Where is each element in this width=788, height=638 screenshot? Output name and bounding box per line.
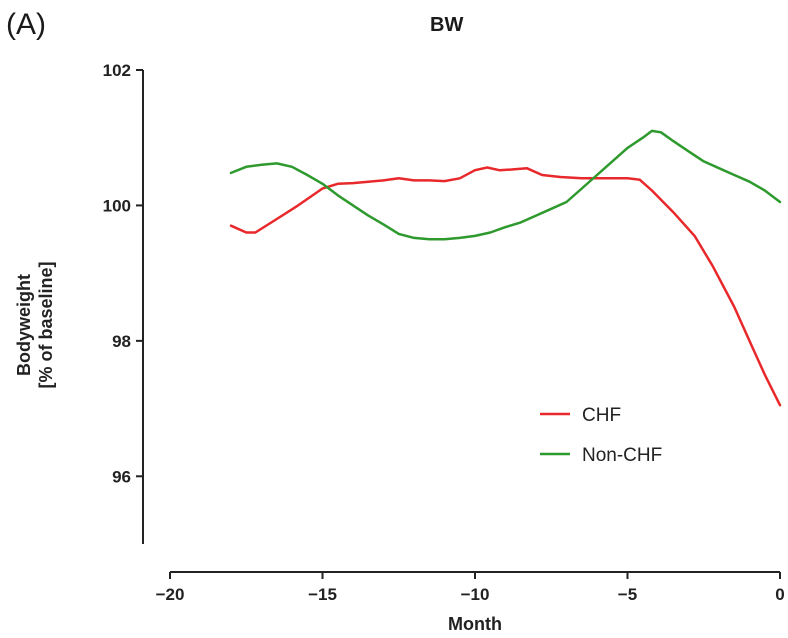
- y-tick-label: 100: [103, 196, 131, 215]
- axes: 96 98 100 102 −20 −15 −10 −5 0 Month Bodyweight [% …: [14, 61, 785, 634]
- series-line-non-chf: [229, 129, 782, 241]
- series-line-chf: [229, 166, 782, 407]
- panel-label: (A): [6, 8, 46, 41]
- y-axis-label-line: Bodyweight: [14, 274, 34, 376]
- y-axis-label: Bodyweight [% of baseline]: [14, 261, 56, 388]
- legend-label: CHF: [582, 405, 621, 426]
- x-axis-label: Month: [448, 614, 502, 634]
- x-tick-label: −10: [461, 585, 490, 604]
- series-layer: [229, 129, 782, 407]
- x-tick-label: −20: [156, 585, 185, 604]
- x-tick-label: −5: [618, 585, 637, 604]
- chart-title: BW: [430, 14, 464, 36]
- y-axis-label-line: [% of baseline]: [36, 261, 56, 388]
- legend-label: Non-CHF: [582, 445, 662, 466]
- x-tick-label: 0: [775, 585, 784, 604]
- x-tick-label: −15: [308, 585, 337, 604]
- y-tick-label: 102: [103, 61, 131, 80]
- legend: CHF Non-CHF: [540, 405, 662, 466]
- y-tick-label: 96: [112, 467, 131, 486]
- y-tick-label: 98: [112, 332, 131, 351]
